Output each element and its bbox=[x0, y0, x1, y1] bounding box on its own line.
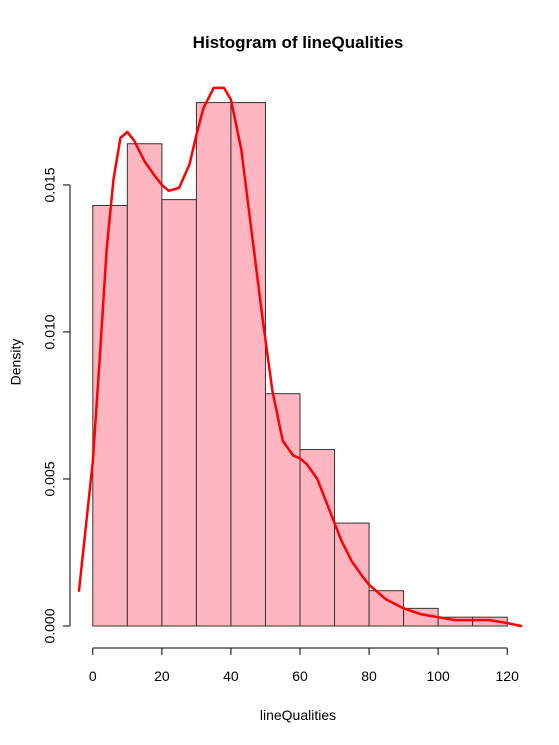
histogram-bar bbox=[230, 102, 266, 627]
x-tick-label: 40 bbox=[223, 668, 239, 684]
y-tick-label: 0.015 bbox=[42, 167, 58, 202]
x-axis: 0 20 40 60 80 100 120 bbox=[89, 647, 520, 684]
x-tick-label: 80 bbox=[361, 668, 377, 684]
chart-title: Histogram of lineQualities bbox=[193, 33, 404, 52]
x-tick-label: 60 bbox=[292, 668, 308, 684]
histogram-bar bbox=[472, 616, 508, 627]
x-tick-label: 100 bbox=[426, 668, 450, 684]
y-tick-label: 0.000 bbox=[42, 608, 58, 643]
histogram-bar bbox=[368, 590, 405, 627]
y-tick-label: 0.005 bbox=[42, 461, 58, 496]
y-axis: 0.000 0.005 0.010 0.015 bbox=[42, 167, 71, 644]
y-axis-label: Density bbox=[8, 339, 24, 386]
histogram-bar bbox=[264, 393, 301, 627]
density-curve bbox=[77, 86, 523, 628]
y-tick-label: 0.010 bbox=[42, 314, 58, 349]
x-tick-label: 0 bbox=[89, 668, 97, 684]
bars-layer bbox=[92, 102, 508, 627]
x-axis-label: lineQualities bbox=[260, 707, 336, 723]
x-tick-label: 20 bbox=[154, 668, 170, 684]
histogram-bar bbox=[126, 143, 163, 627]
histogram-bar bbox=[161, 199, 197, 627]
x-tick-label: 120 bbox=[496, 668, 520, 684]
histogram-bar bbox=[299, 449, 336, 627]
histogram-bar bbox=[195, 102, 232, 627]
histogram-bar bbox=[92, 205, 128, 627]
